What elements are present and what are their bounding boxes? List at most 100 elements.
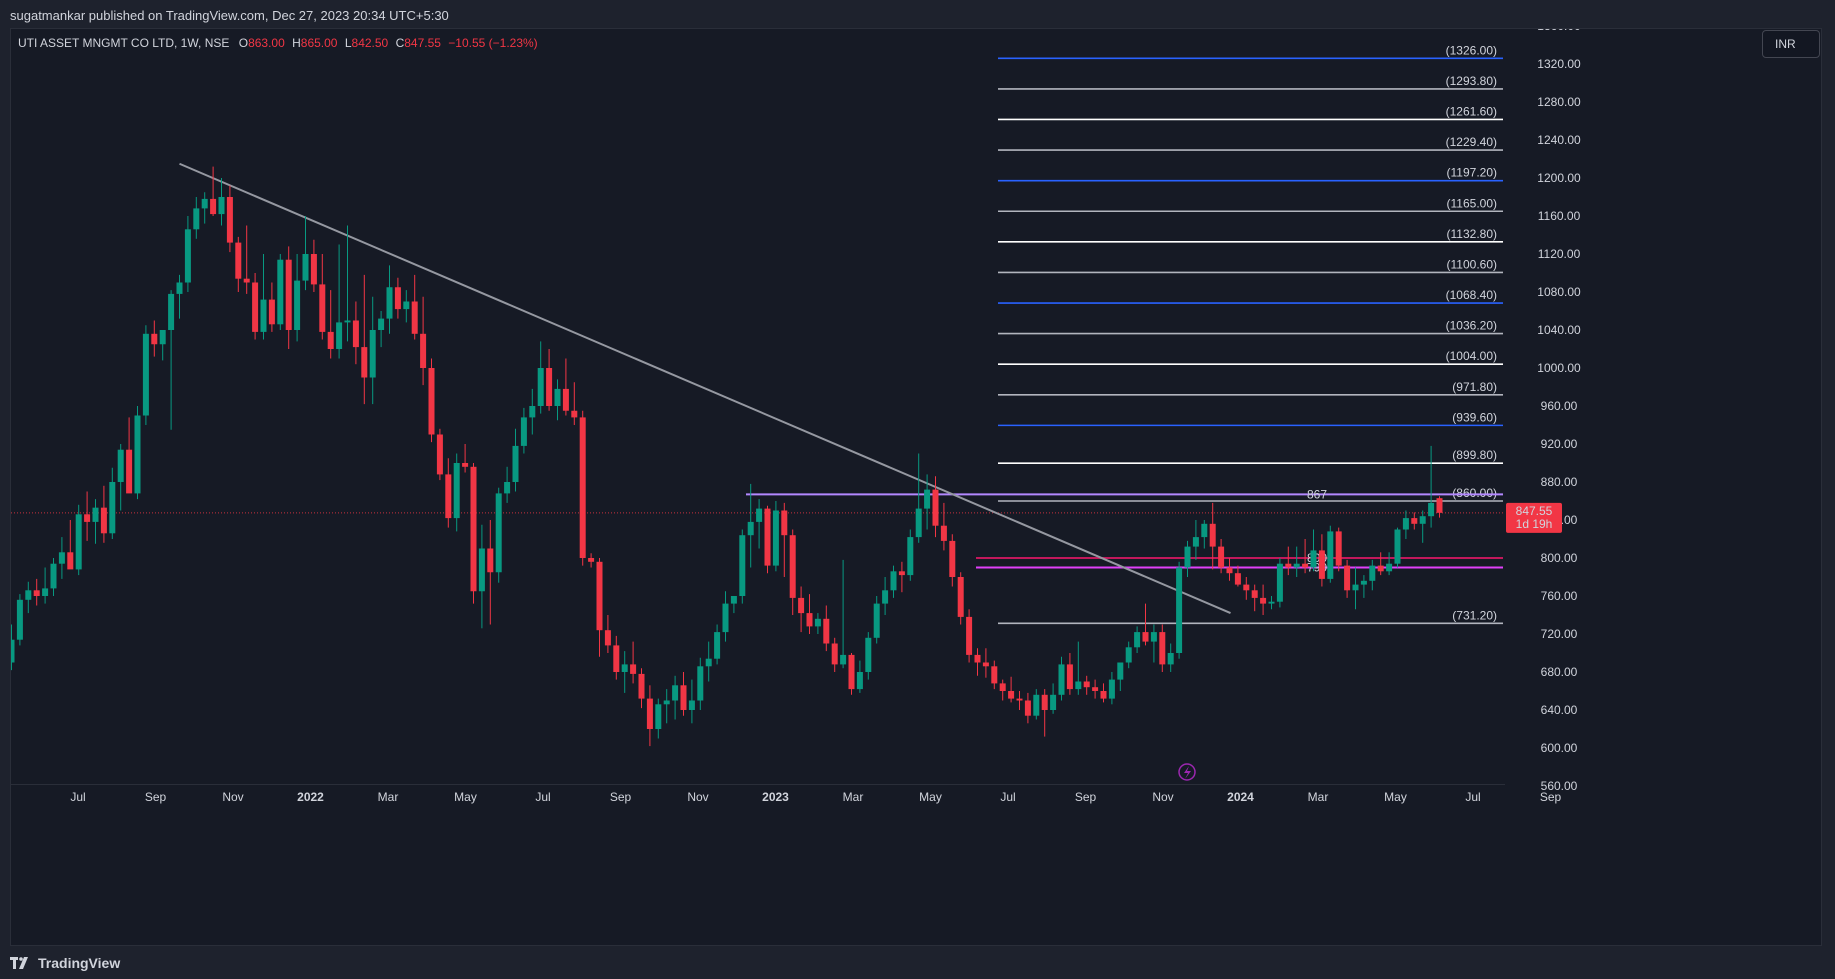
- candle-body: [294, 280, 301, 330]
- price-tick-label: 1160.00: [1538, 209, 1581, 223]
- price-tick-label: 640.00: [1541, 703, 1578, 717]
- low-value: 842.50: [351, 36, 389, 50]
- time-tick-label: Nov: [222, 790, 243, 804]
- time-tick-label: Nov: [687, 790, 708, 804]
- candle-body: [1226, 567, 1233, 574]
- candle-body: [1251, 590, 1258, 598]
- candle-body: [1209, 523, 1216, 547]
- price-level-label: (1068.40): [1446, 288, 1497, 302]
- candle-body: [126, 449, 133, 494]
- price-tick-label: 1200.00: [1537, 171, 1581, 185]
- candle-body: [252, 282, 259, 332]
- currency-button[interactable]: INR: [1762, 30, 1820, 58]
- candle-body: [571, 410, 578, 418]
- candle-body: [730, 596, 737, 604]
- price-level-label: (971.80): [1452, 380, 1497, 394]
- last-price-value: 847.55: [1516, 504, 1553, 518]
- price-tick-label: 1360.00: [1537, 29, 1581, 33]
- candle-body: [865, 637, 872, 672]
- time-tick-label: Jul: [535, 790, 550, 804]
- candle-body: [957, 577, 964, 617]
- candle-body: [630, 664, 637, 674]
- candle-body: [1050, 694, 1057, 710]
- candle-body: [176, 282, 183, 294]
- candle-body: [663, 700, 670, 705]
- candle-body: [579, 417, 586, 558]
- price-chart[interactable]: 560.00 600.00 640.00 680.00 720.00 760.00 800.…: [11, 29, 1822, 946]
- price-level-label: (1004.00): [1446, 349, 1497, 363]
- price-axis-panel[interactable]: [1505, 29, 1822, 946]
- price-level-label: (1100.60): [1447, 257, 1497, 271]
- candle-body: [109, 482, 116, 534]
- candle-body: [1176, 567, 1183, 653]
- candle-body: [142, 333, 149, 416]
- candle-body: [218, 197, 225, 215]
- candle-body: [646, 698, 653, 729]
- candle-body: [344, 320, 351, 323]
- close-value: 847.55: [404, 36, 441, 50]
- candle-body: [1041, 694, 1048, 710]
- candle-body: [193, 208, 200, 230]
- candle-body: [1302, 563, 1309, 568]
- footer-bar: TradingView: [0, 946, 1835, 979]
- candle-body: [1024, 700, 1031, 716]
- candle-body: [436, 434, 443, 475]
- candle-body: [151, 333, 158, 345]
- time-tick-label: 2023: [762, 790, 789, 804]
- candle-body: [747, 521, 754, 536]
- price-tick-label: 600.00: [1541, 741, 1578, 755]
- candle-body: [1218, 546, 1225, 568]
- candle-body: [33, 590, 40, 596]
- last-price-tag: [1506, 502, 1562, 533]
- candle-body: [352, 320, 359, 348]
- candle-body: [529, 406, 536, 418]
- candle-body: [1276, 563, 1283, 602]
- publish-info: sugatmankar published on TradingView.com…: [10, 8, 449, 23]
- candle-body: [1167, 653, 1174, 665]
- candle-body: [260, 299, 267, 332]
- lightning-icon-ring[interactable]: [1178, 763, 1196, 781]
- candle-body: [361, 347, 368, 378]
- candle-body: [495, 493, 502, 573]
- candle-body: [75, 514, 82, 570]
- candle-body: [537, 368, 544, 406]
- candle-body: [67, 552, 74, 570]
- candle-body: [924, 489, 931, 509]
- candle-body: [117, 449, 124, 482]
- time-tick-label: Sep: [1075, 790, 1097, 804]
- candle-body: [1142, 632, 1149, 642]
- candle-body: [554, 388, 561, 406]
- candle-body: [520, 417, 527, 446]
- price-tick-label: 1320.00: [1537, 57, 1581, 71]
- candle-body: [1360, 580, 1367, 585]
- candle-body: [562, 388, 569, 411]
- candle-body: [756, 508, 763, 522]
- trend-line[interactable]: [179, 162, 1231, 615]
- price-level-label: (1261.60): [1446, 104, 1497, 118]
- candle-body: [470, 466, 477, 592]
- candle-body: [705, 658, 712, 667]
- candle-body: [58, 552, 65, 564]
- candle-body: [890, 571, 897, 591]
- candle-body: [235, 242, 242, 279]
- price-tick-label: 1000.00: [1537, 361, 1581, 375]
- candle-body: [1092, 687, 1099, 691]
- candle-body: [420, 333, 427, 368]
- candle-body: [1066, 664, 1073, 690]
- candle-body: [42, 588, 49, 596]
- price-tick-label: 960.00: [1541, 399, 1578, 413]
- time-tick-label: 2024: [1227, 790, 1254, 804]
- candle-body: [201, 198, 208, 209]
- chart-pane[interactable]: 560.00 600.00 640.00 680.00 720.00 760.00 800.…: [10, 28, 1822, 946]
- tradingview-logo[interactable]: TradingView: [10, 954, 120, 972]
- symbol-legend[interactable]: UTI ASSET MNGMT CO LTD, 1W, NSE O863.00 …: [18, 36, 538, 50]
- time-tick-label: Jul: [1000, 790, 1015, 804]
- candle-body: [974, 654, 981, 663]
- candle-body: [655, 704, 662, 729]
- candle-body: [1310, 550, 1317, 568]
- candle-body: [1377, 565, 1384, 572]
- candle-body: [722, 603, 729, 633]
- brand-name: TradingView: [38, 955, 121, 971]
- candle-body: [940, 525, 947, 541]
- candle-body: [1402, 518, 1409, 530]
